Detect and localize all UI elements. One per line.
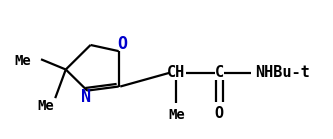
Text: O: O — [117, 35, 127, 53]
Text: Me: Me — [38, 99, 54, 113]
Text: CH: CH — [167, 65, 185, 80]
Text: Me: Me — [168, 108, 185, 122]
Text: O: O — [215, 106, 224, 121]
Text: NHBu-t: NHBu-t — [255, 65, 309, 80]
Text: C: C — [215, 65, 224, 80]
Text: N: N — [81, 88, 91, 106]
Text: Me: Me — [14, 54, 31, 68]
